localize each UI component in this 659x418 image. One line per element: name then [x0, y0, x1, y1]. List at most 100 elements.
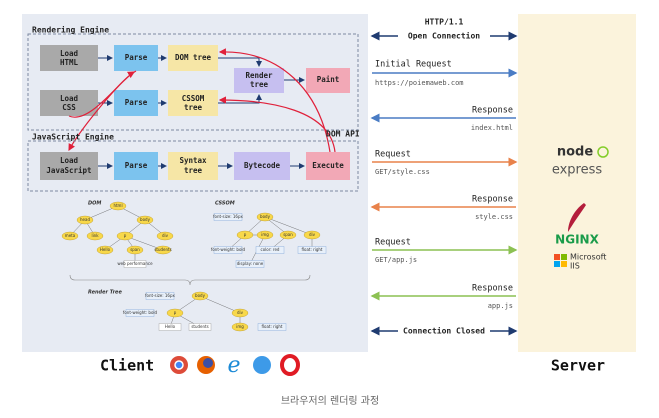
tree-label: color: red — [261, 247, 280, 252]
load-js — [40, 152, 98, 180]
tree-node — [156, 231, 174, 241]
box-label: JavaScript — [46, 166, 91, 175]
message-detail: GET/app.js — [375, 256, 417, 264]
message-title: Connection Closed — [403, 326, 485, 336]
red-arrows — [68, 48, 336, 153]
box-label: Load — [60, 49, 78, 58]
messages: HTTP/1.1 Open Connection Initial Request… — [370, 18, 518, 336]
tree-node — [256, 230, 274, 240]
tree-label: link — [91, 233, 99, 238]
box-label: Parse — [125, 53, 148, 62]
tree-label: div — [309, 232, 316, 237]
iis-logo: Microsoft — [570, 253, 606, 262]
cssom-tree — [168, 90, 218, 116]
brace — [69, 274, 311, 286]
trees: DOM CSSOM Render Tree html head body meta li… — [61, 201, 327, 332]
tree-label: meta — [65, 233, 76, 238]
box-label: tree — [250, 80, 269, 89]
dom-tree — [168, 45, 218, 71]
tree-label: students — [191, 324, 208, 329]
tree-node — [154, 245, 172, 255]
tree-text — [188, 323, 212, 331]
tree-text — [123, 260, 147, 268]
tree-style — [255, 246, 285, 254]
tree-style — [145, 292, 175, 300]
tree-label: font-weight: bold — [211, 247, 246, 252]
tree-label: head — [80, 217, 90, 222]
server-label: Server — [551, 357, 605, 375]
flow-arrows — [98, 55, 305, 169]
tree-node — [256, 212, 274, 222]
svg-text:e: e — [227, 353, 240, 378]
message-detail: https://poiemaweb.com — [375, 79, 464, 87]
box-label: Parse — [125, 98, 148, 107]
message-title: Initial Request — [375, 60, 452, 70]
tree-node — [109, 201, 127, 211]
message-title: Open Connection — [408, 31, 480, 41]
tree-label: div — [162, 233, 169, 238]
bytecode — [234, 152, 290, 180]
tree-edge — [199, 295, 241, 314]
tree-node — [61, 231, 79, 241]
tree-node — [236, 230, 254, 240]
box-label: CSSOM — [182, 94, 205, 103]
rendering-engine-box — [27, 33, 359, 131]
javascript-engine-box — [27, 140, 359, 192]
tree-node — [96, 245, 114, 255]
tree-title: DOM — [88, 201, 101, 207]
message-title: HTTP/1.1 — [425, 18, 464, 27]
parse-html — [114, 45, 158, 71]
iis-logo: IIS — [570, 262, 580, 271]
browser-icons: e — [170, 353, 300, 378]
message-detail: app.js — [488, 302, 513, 310]
render-tree — [234, 68, 284, 93]
tree-node — [279, 230, 297, 240]
execute — [306, 152, 350, 180]
tree-label: Hello — [165, 324, 176, 329]
tree-text — [158, 323, 182, 331]
node-dot — [597, 146, 609, 158]
tree-label: body — [195, 293, 206, 298]
tree-style — [257, 323, 287, 331]
box-label: CSS — [62, 103, 76, 112]
box-label: Load — [60, 156, 78, 165]
tree-label: body — [260, 214, 271, 219]
caption: 브라우저의 렌더링 과정 — [281, 395, 379, 407]
tree-node — [231, 322, 249, 332]
message-title: Response — [472, 284, 513, 294]
node-logo: node — [557, 145, 593, 160]
paint — [306, 68, 350, 93]
box-label: HTML — [60, 58, 79, 67]
box-label: Parse — [125, 161, 148, 170]
message-title: Request — [375, 150, 411, 160]
tree-label: img — [261, 232, 269, 237]
box-label: Execute — [312, 161, 344, 170]
tree-label: display: none — [237, 261, 264, 266]
syntax-tree — [168, 152, 218, 180]
tree-title: Render Tree — [88, 290, 122, 296]
rendering-engine-title: Rendering Engine — [32, 25, 109, 35]
tree-label: font-size: 16px — [213, 214, 243, 219]
tree-label: html — [113, 203, 122, 208]
tree-label: students — [154, 247, 171, 252]
windows-logo — [554, 254, 567, 267]
tree-label: span — [130, 247, 140, 252]
box-label: tree — [184, 166, 203, 175]
tree-label: float: right — [301, 247, 322, 252]
apache-feather — [568, 203, 586, 232]
tree-node — [303, 230, 321, 240]
tree-label: div — [237, 310, 244, 315]
tree-label: p — [174, 310, 177, 315]
message-title: Response — [472, 195, 513, 205]
tree-node — [76, 215, 94, 225]
tree-node — [231, 308, 249, 318]
tree-label: font-weight: bold — [123, 310, 158, 315]
tree-label: font-size: 16px — [145, 293, 175, 298]
box-label: DOM tree — [175, 53, 212, 62]
tree-node — [126, 245, 144, 255]
tree-style — [235, 260, 265, 268]
tree-style — [213, 213, 243, 221]
message-detail: GET/style.css — [375, 168, 430, 176]
tree-label: body — [140, 217, 151, 222]
message-detail: index.html — [471, 124, 513, 132]
